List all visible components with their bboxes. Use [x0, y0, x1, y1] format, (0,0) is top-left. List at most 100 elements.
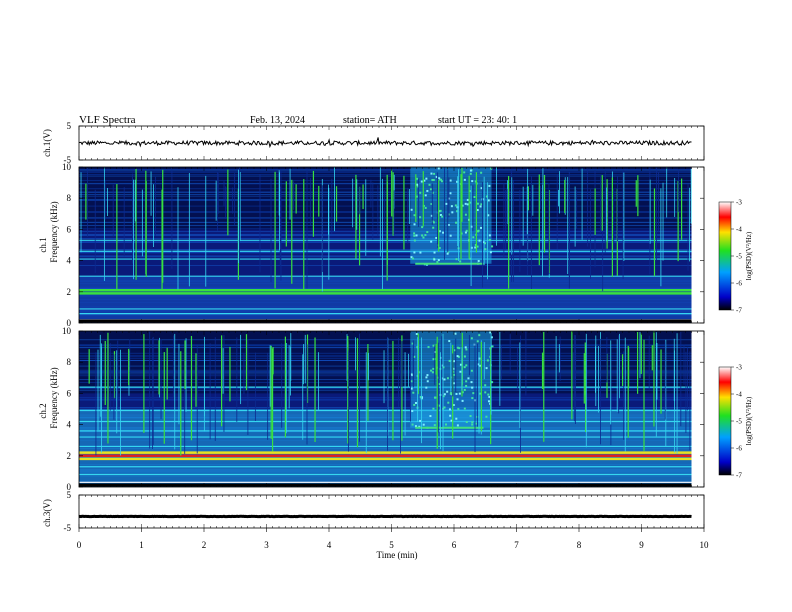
header-station: station= ATH — [343, 115, 397, 126]
x-tick-label: 7 — [514, 540, 519, 550]
ch1-spec-burst-speckle — [424, 234, 427, 237]
ch2-colorbar: log(PSD)(V²/Hz) -3 -4 -5 -6 -7 — [718, 364, 753, 480]
ch2-spec-burst-speckle — [456, 355, 459, 358]
ch2-spec-burst-speckle — [465, 384, 468, 387]
x-tick-label: 9 — [639, 540, 644, 550]
ch2-spec-burst-speckle — [469, 415, 472, 418]
ch1-spec-ytick-label: 6 — [67, 224, 72, 234]
header-date: Feb. 13, 2024 — [250, 115, 305, 126]
ch2-spec-burst-speckle — [477, 363, 480, 366]
ch2-cb-tick-label: -7 — [736, 472, 742, 480]
ch1-spec-burst-speckle — [478, 239, 481, 242]
header-start-ut: start UT = 23: 40: 1 — [438, 115, 517, 126]
ch1-spec-burst-speckle — [438, 230, 441, 233]
ch1-spec-burst-speckle — [438, 246, 441, 249]
ch1-spec-burst-speckle — [419, 216, 422, 219]
ch2-spec-burst-speckle — [413, 355, 416, 358]
ch2-spec-burst-speckle — [491, 345, 494, 348]
ch2-spec-burst-speckle — [413, 403, 416, 406]
ch2-spec-burst-speckle — [465, 380, 468, 383]
ch1-spec-burst-speckle — [451, 211, 454, 214]
ch1-spectrogram-channel-label: ch.1 — [38, 237, 48, 252]
ch1-spec-burst-speckle — [466, 203, 469, 206]
ch1-spec-burst-speckle — [442, 231, 445, 234]
ch1-spec-burst-speckle — [423, 179, 426, 182]
ch2-spec-burst-speckle — [431, 371, 434, 374]
ch2-spec-burst-speckle — [414, 402, 417, 405]
ch1-spectrogram-panel: 0 2 4 6 8 10 — [62, 162, 705, 328]
ch1-cb-tick-label: -7 — [736, 307, 742, 315]
ch1-spec-burst-speckle — [420, 180, 423, 183]
x-tick-label: 2 — [202, 540, 207, 550]
ch1-spec-burst-speckle — [431, 191, 434, 194]
ch1-colorbar-scale — [718, 201, 732, 311]
ch2-spec-burst-speckle — [453, 349, 456, 352]
ch1-spec-burst-speckle — [436, 211, 439, 214]
ch2-spec-burst-speckle — [457, 355, 460, 358]
ch1-spec-burst-speckle — [435, 236, 438, 239]
ch1-spec-burst-speckle — [416, 183, 419, 186]
ch1-spec-burst-speckle — [476, 245, 479, 248]
ch2-spec-burst-speckle — [455, 417, 458, 420]
ch1-spec-burst-speckle — [413, 251, 416, 254]
ch1-cb-tick-label: -6 — [736, 280, 742, 288]
x-tick-label: 0 — [77, 540, 82, 550]
ch1-spec-burst-speckle — [419, 251, 422, 254]
ch2-spec-burst-speckle — [471, 397, 474, 400]
ch2-spec-burst-speckle — [450, 419, 453, 422]
ch1-voltage-ylabel: ch.1(V) — [42, 129, 52, 157]
ch2-spec-burst-speckle — [415, 333, 418, 336]
ch1-spec-burst-speckle — [437, 259, 440, 262]
ch2-spec-burst-speckle — [443, 378, 446, 381]
ch2-cb-tick-label: -5 — [736, 418, 742, 426]
ch1-spec-burst-speckle — [412, 257, 415, 260]
ch1-spec-burst-speckle — [439, 213, 442, 216]
ch2-spec-burst-speckle — [432, 344, 435, 347]
ch1-spec-burst-speckle — [432, 221, 435, 224]
ch2-spec-ytick-label: 0 — [67, 482, 72, 492]
ch3-voltage-ytick-label: 5 — [67, 490, 72, 500]
ch2-spec-burst-speckle — [429, 415, 432, 418]
ch1-spec-burst-speckle — [431, 220, 434, 223]
ch1-colorbar-label: log(PSD)(V²/Hz) — [745, 231, 753, 280]
ch1-spec-burst-speckle — [421, 234, 424, 237]
x-tick-label: 10 — [700, 540, 710, 550]
ch2-spec-burst-speckle — [412, 391, 415, 394]
ch1-spec-burst-speckle — [463, 171, 466, 174]
ch2-spec-burst-speckle — [456, 424, 459, 427]
x-axis-label: Time (min) — [377, 550, 418, 560]
ch1-spec-burst-speckle — [413, 214, 416, 217]
ch2-spec-burst-speckle — [464, 346, 467, 349]
ch1-spec-burst-speckle — [473, 196, 476, 199]
ch2-spec-burst-speckle — [475, 422, 478, 425]
ch2-spec-burst-speckle — [489, 331, 492, 334]
ch1-spec-burst-speckle — [415, 234, 418, 237]
ch2-spec-burst-speckle — [426, 374, 429, 377]
ch1-voltage-panel: 5 -5 — [64, 121, 705, 165]
ch2-spec-burst-speckle — [449, 414, 452, 417]
ch1-spec-burst-speckle — [490, 167, 493, 170]
ch2-spec-burst-speckle — [449, 392, 452, 395]
ch2-spec-burst-speckle — [427, 346, 430, 349]
ch1-spec-burst-speckle — [447, 251, 450, 254]
ch2-spec-burst-speckle — [447, 401, 450, 404]
ch1-spec-burst-speckle — [480, 226, 483, 229]
ch1-spec-burst-speckle — [484, 248, 487, 251]
ch1-spec-burst-speckle — [424, 206, 427, 209]
ch2-spec-burst-speckle — [471, 423, 474, 426]
ch1-spec-burst-speckle — [413, 223, 416, 226]
ch2-spec-burst-speckle — [486, 359, 489, 362]
ch2-spec-burst-speckle — [465, 348, 468, 351]
ch1-spec-burst-speckle — [432, 179, 435, 182]
ch2-spec-ytick-label: 8 — [67, 357, 72, 367]
ch2-spec-burst-speckle — [446, 377, 449, 380]
ch2-spec-burst-speckle — [433, 424, 436, 427]
ch2-spec-burst-speckle — [432, 358, 435, 361]
ch1-spec-burst-speckle — [430, 203, 433, 206]
ch2-spec-burst-speckle — [422, 423, 425, 426]
ch1-spec-burst-speckle — [431, 178, 434, 181]
ch2-spec-burst-speckle — [461, 391, 464, 394]
ch2-spec-burst-speckle — [426, 380, 429, 383]
ch1-spec-burst-speckle — [485, 195, 488, 198]
ch3-voltage-frame — [78, 494, 705, 529]
